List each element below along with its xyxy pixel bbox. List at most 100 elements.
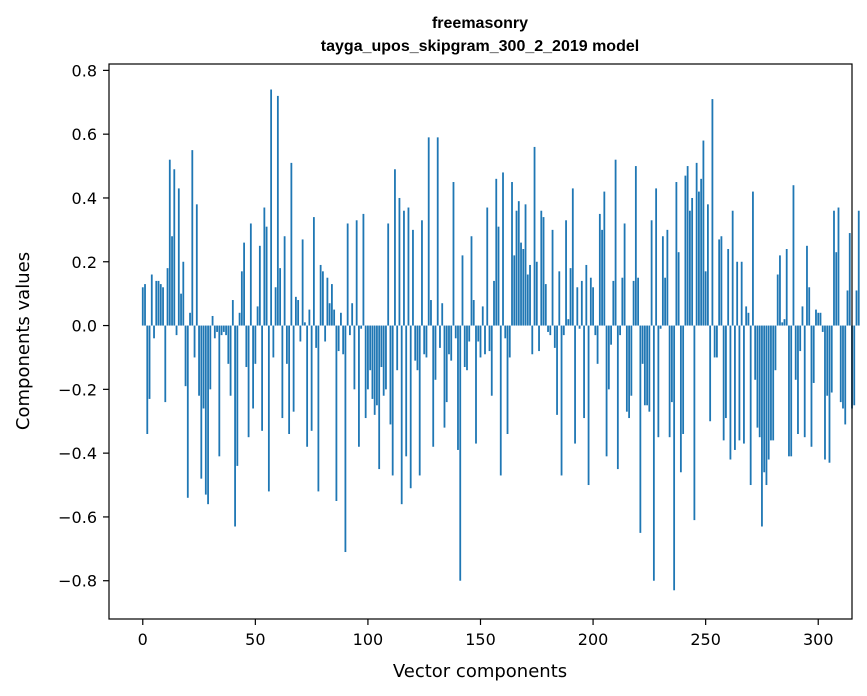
bar <box>839 325 842 403</box>
bar <box>335 325 338 501</box>
bar <box>634 166 637 326</box>
bar <box>450 325 453 361</box>
bar <box>688 210 691 326</box>
bar <box>200 325 203 479</box>
bar <box>837 207 840 326</box>
bar <box>146 325 149 434</box>
x-tick-label: 250 <box>690 630 721 649</box>
bar <box>211 315 214 326</box>
bar <box>222 325 225 332</box>
bar <box>272 325 275 358</box>
y-tick-label: 0.6 <box>72 125 97 144</box>
bar <box>679 325 682 473</box>
bar <box>556 325 558 415</box>
bar <box>806 245 808 326</box>
bar <box>628 325 630 419</box>
bar <box>416 325 419 371</box>
bar <box>303 322 306 326</box>
bar <box>267 325 270 492</box>
bar <box>394 169 396 326</box>
bar <box>403 210 405 326</box>
bar <box>707 204 709 326</box>
bar <box>722 325 725 441</box>
bar <box>189 312 191 326</box>
bar <box>661 236 664 326</box>
bar <box>290 162 293 326</box>
bar <box>195 204 198 326</box>
bar <box>425 325 428 358</box>
bar <box>569 268 572 326</box>
bar <box>441 303 444 326</box>
bar <box>754 325 757 380</box>
bar <box>587 325 590 486</box>
bar <box>414 325 417 361</box>
bar <box>155 280 158 326</box>
bar <box>646 325 649 406</box>
bar <box>479 325 482 358</box>
bar <box>220 325 223 336</box>
bar <box>835 252 838 326</box>
y-tick-label: 0.2 <box>72 253 97 272</box>
x-axis-label: Vector components <box>393 661 567 682</box>
bar <box>270 89 273 326</box>
bar <box>407 207 410 326</box>
bar <box>457 325 459 450</box>
bar <box>673 325 676 591</box>
bar <box>592 287 594 326</box>
bar <box>198 325 200 396</box>
bar <box>427 137 430 326</box>
bar <box>184 325 187 387</box>
bar <box>452 182 455 326</box>
bar <box>412 229 414 326</box>
bar <box>763 325 766 473</box>
bar <box>225 325 227 336</box>
x-tick-label: 300 <box>803 630 834 649</box>
y-tick-label: −0.6 <box>58 508 97 527</box>
bar <box>598 213 601 326</box>
bar <box>171 236 173 326</box>
bar <box>502 172 504 326</box>
bar <box>364 325 367 419</box>
bar <box>371 325 374 399</box>
bar <box>481 306 484 326</box>
bar <box>583 325 585 419</box>
bar <box>731 210 734 326</box>
bar <box>202 325 205 409</box>
bar <box>603 191 606 326</box>
bar <box>459 325 462 581</box>
bar <box>288 325 291 434</box>
bar <box>204 325 207 495</box>
bar <box>490 325 493 396</box>
x-axis-ticks: 0 50 100 150 200 250 300 <box>138 619 834 649</box>
bar <box>848 233 851 326</box>
bar <box>281 325 284 419</box>
bar <box>616 325 619 470</box>
x-tick-label: 0 <box>138 630 148 649</box>
bar <box>585 264 588 326</box>
bar <box>752 191 754 326</box>
bar <box>164 325 167 403</box>
bar <box>756 325 759 428</box>
bar <box>495 178 498 326</box>
bar <box>283 236 286 326</box>
bar <box>378 325 381 470</box>
bar <box>315 325 318 348</box>
bar <box>797 325 799 434</box>
bar <box>574 325 576 444</box>
bar <box>788 325 790 457</box>
x-tick-label: 100 <box>353 630 384 649</box>
bar <box>734 325 736 450</box>
bar <box>353 325 356 390</box>
bar <box>218 325 221 457</box>
bar <box>391 325 394 476</box>
bar <box>497 226 500 326</box>
bar <box>173 169 176 326</box>
bar <box>382 325 385 396</box>
bar <box>360 325 363 329</box>
bar <box>781 322 784 326</box>
bar <box>792 185 795 326</box>
bar <box>740 261 743 326</box>
bar <box>511 182 513 326</box>
bar <box>567 319 570 326</box>
bar <box>821 325 824 332</box>
